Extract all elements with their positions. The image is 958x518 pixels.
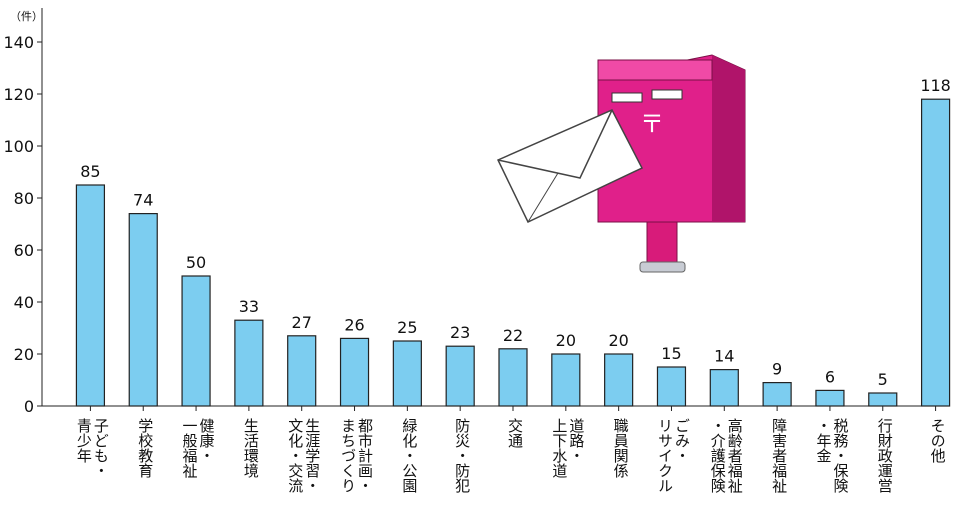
value-label: 15	[661, 344, 681, 363]
x-tick-label: ごみ・	[673, 418, 691, 463]
x-tick-label: 都市計画・	[356, 418, 374, 493]
value-label: 26	[344, 315, 364, 334]
bar	[709, 369, 739, 407]
value-label: 20	[556, 331, 576, 350]
x-tick-label: ・年金	[814, 418, 832, 463]
y-tick-label: 40	[14, 293, 34, 312]
x-tick-label: 健康・	[198, 418, 216, 463]
value-label: 25	[397, 318, 417, 337]
x-tick-label: ・介護保険	[709, 418, 727, 493]
bar	[920, 98, 951, 407]
x-tick-label: 道路・	[567, 418, 585, 463]
bar	[392, 340, 422, 407]
x-tick-label: 生活環境	[242, 418, 260, 479]
x-tick-label: 子ども・	[92, 418, 110, 478]
x-tick-label: まちづくり	[339, 418, 357, 493]
bar	[181, 275, 211, 407]
x-tick-label: 税務・保険	[831, 418, 849, 493]
value-label: 20	[608, 331, 628, 350]
y-tick-label: 120	[3, 85, 34, 104]
value-label: 14	[714, 347, 734, 366]
x-tick-label: 学校教育	[136, 418, 154, 478]
x-tick-label: 一般福祉	[181, 418, 199, 478]
value-label: 6	[825, 367, 835, 386]
value-label: 27	[292, 313, 312, 332]
bar	[762, 382, 792, 407]
x-tick-label: 上下水道	[550, 418, 568, 478]
bar	[551, 353, 581, 407]
x-tick-label: 文化・交流	[286, 418, 304, 494]
value-label: 33	[239, 297, 259, 316]
x-tick-label: 交通	[506, 417, 524, 448]
y-tick-label: 20	[14, 345, 34, 364]
bar	[868, 392, 898, 407]
value-label: 23	[450, 323, 470, 342]
value-label: 74	[133, 191, 153, 210]
x-tick-label: 高齢者福祉	[726, 418, 744, 493]
bar	[656, 366, 687, 407]
bar	[234, 319, 264, 407]
y-tick-label: 60	[14, 241, 34, 260]
x-tick-label: 防災・防犯	[453, 418, 471, 494]
postbox-illustration: 〒	[496, 54, 746, 273]
value-label: 5	[878, 370, 888, 389]
x-tick-label: その他	[929, 418, 947, 464]
y-tick-label: 140	[3, 33, 34, 52]
bar	[445, 345, 475, 407]
x-tick-label: 青少年	[75, 418, 93, 463]
value-label: 85	[80, 162, 100, 181]
x-tick-label: 行財政運営	[876, 418, 894, 493]
x-tick-label: 障害者福祉	[770, 417, 788, 493]
bar	[75, 184, 106, 407]
value-label: 9	[772, 360, 782, 379]
x-tick-label: 緑化・公園	[400, 418, 418, 493]
value-label: 22	[503, 326, 523, 345]
bar	[498, 348, 528, 407]
value-label: 118	[920, 76, 951, 95]
postal-mark: 〒	[640, 110, 664, 138]
bar	[815, 389, 845, 407]
y-tick-label: 100	[3, 137, 34, 156]
bar	[287, 335, 317, 407]
bar	[128, 213, 158, 407]
x-tick-label: 職員関係	[612, 418, 630, 479]
bar	[339, 337, 370, 407]
value-label: 50	[186, 253, 206, 272]
x-tick-label: 生涯学習・	[303, 418, 321, 493]
bar	[604, 353, 634, 407]
y-tick-label: 0	[24, 397, 34, 416]
y-tick-label: 80	[14, 189, 34, 208]
unit-label: （件）	[10, 10, 43, 23]
x-tick-label: リサイクル	[656, 418, 674, 493]
